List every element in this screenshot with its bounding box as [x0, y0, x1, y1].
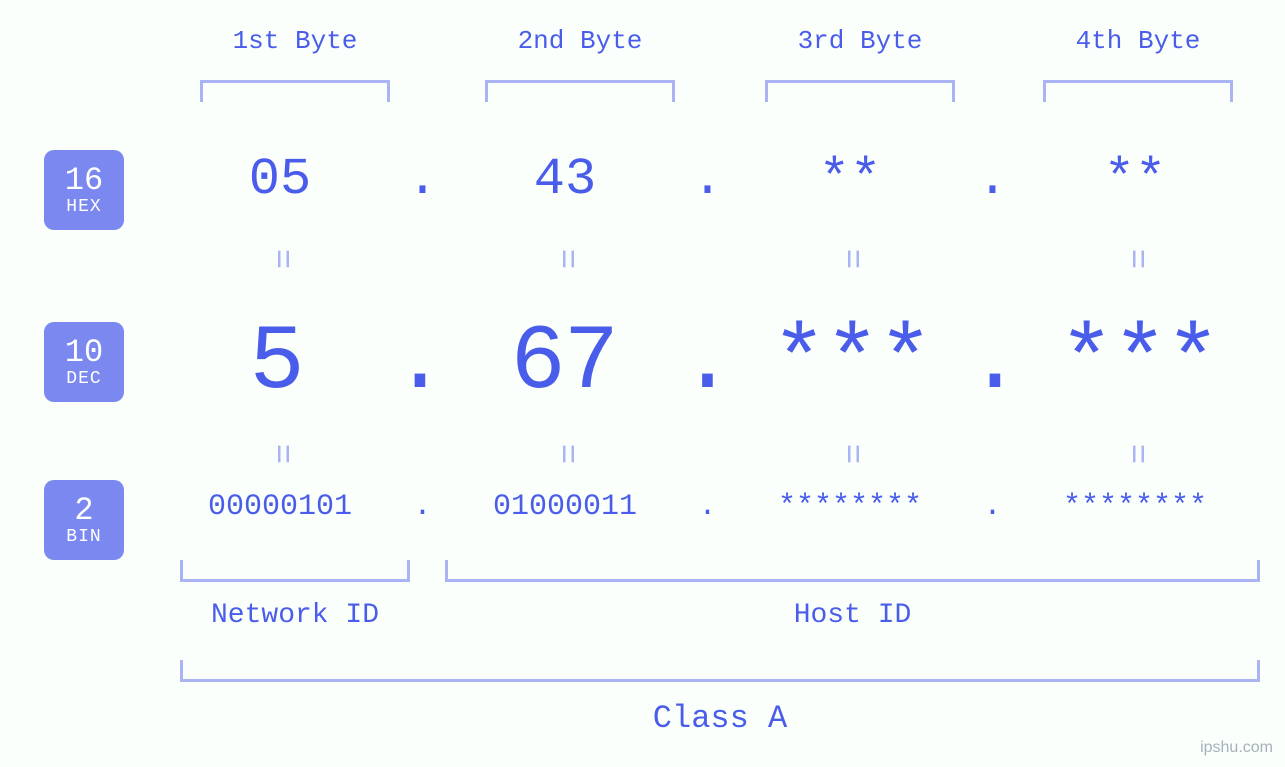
equals-row-2: = = = =: [160, 435, 1255, 473]
host-id-label: Host ID: [445, 600, 1260, 631]
dec-sep-3: .: [967, 310, 1022, 415]
hex-row: 05 . 43 . ** . **: [160, 150, 1255, 209]
base-badge-bin-num: 2: [74, 493, 93, 528]
base-badge-dec-num: 10: [65, 335, 103, 370]
base-badge-dec: 10 DEC: [44, 322, 124, 402]
hex-sep-1: .: [407, 150, 438, 209]
byte-label-4: 4th Byte: [1018, 26, 1258, 56]
base-badge-bin-txt: BIN: [66, 528, 101, 548]
base-badge-hex-txt: HEX: [66, 198, 101, 218]
byte-bracket-3: [765, 80, 955, 102]
bin-byte-1: 00000101: [160, 490, 400, 524]
dec-sep-2: .: [680, 310, 735, 415]
byte-bracket-1: [200, 80, 390, 102]
base-badge-dec-txt: DEC: [66, 370, 101, 390]
class-bracket: [180, 660, 1260, 682]
equals-icon: =: [546, 334, 584, 574]
bin-byte-4: ********: [1015, 490, 1255, 524]
host-bracket: [445, 560, 1260, 582]
dec-row: 5 . 67 . *** . ***: [160, 310, 1255, 415]
base-badge-hex: 16 HEX: [44, 150, 124, 230]
network-bracket: [180, 560, 410, 582]
byte-label-2: 2nd Byte: [460, 26, 700, 56]
dec-sep-1: .: [392, 310, 447, 415]
bin-byte-3: ********: [730, 490, 970, 524]
hex-sep-3: .: [977, 150, 1008, 209]
network-id-label: Network ID: [180, 600, 410, 631]
byte-label-1: 1st Byte: [175, 26, 415, 56]
base-badge-bin: 2 BIN: [44, 480, 124, 560]
base-badge-hex-num: 16: [65, 163, 103, 198]
equals-row-1: = = = =: [160, 240, 1255, 278]
class-label: Class A: [180, 700, 1260, 737]
bin-sep-1: .: [413, 490, 431, 524]
byte-bracket-4: [1043, 80, 1233, 102]
bin-sep-3: .: [983, 490, 1001, 524]
bin-row: 00000101 . 01000011 . ******** . *******…: [160, 490, 1255, 524]
bin-sep-2: .: [698, 490, 716, 524]
byte-bracket-2: [485, 80, 675, 102]
hex-sep-2: .: [692, 150, 723, 209]
byte-label-3: 3rd Byte: [740, 26, 980, 56]
equals-icon: =: [261, 334, 299, 574]
watermark: ipshu.com: [1200, 739, 1273, 757]
equals-icon: =: [1116, 334, 1154, 574]
equals-icon: =: [831, 334, 869, 574]
bin-byte-2: 01000011: [445, 490, 685, 524]
